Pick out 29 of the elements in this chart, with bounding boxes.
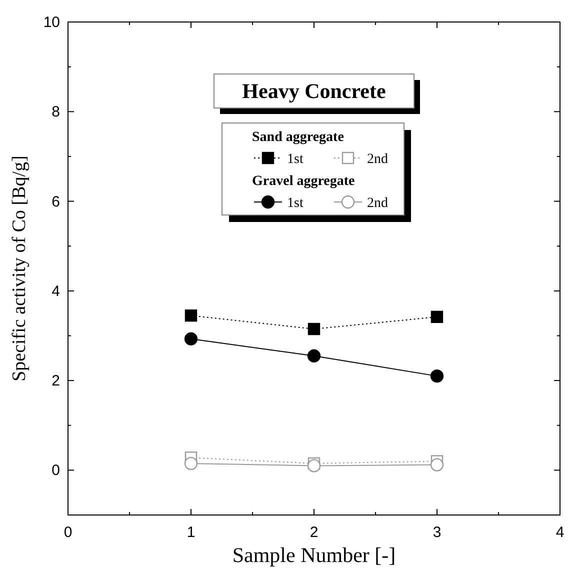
point (430, 458, 444, 472)
point (307, 459, 321, 472)
x-tick-label: 4 (556, 524, 564, 541)
x-tick-label: 3 (432, 524, 442, 541)
point (184, 332, 198, 346)
x-tick-label: 2 (310, 524, 318, 541)
y-tick-label: 0 (52, 462, 60, 480)
annotation: Sand aggregate (252, 130, 344, 145)
point (184, 309, 198, 322)
annotation: Gravel aggregate (252, 174, 355, 189)
point (308, 322, 320, 336)
y-tick-label: 6 (52, 193, 60, 210)
legend-label: 2nd (367, 152, 388, 167)
legend-label: 2nd (367, 196, 388, 211)
y-axis-title: Specific activity of Co [Bq/g] (9, 156, 30, 382)
point (307, 349, 321, 362)
point (430, 369, 444, 383)
legend-label: 1st (287, 196, 304, 211)
y-tick-label: 4 (52, 282, 60, 300)
x-axis-title: Sample Number [-] (232, 543, 396, 567)
x-tick-label: 0 (64, 524, 72, 541)
point (430, 310, 444, 324)
y-tick-label: 2 (52, 372, 60, 390)
legend-label: 1st (287, 152, 304, 167)
point (184, 456, 198, 470)
x-tick-label: 1 (186, 524, 196, 541)
y-tick-label: 8 (52, 104, 60, 121)
y-tick-label: 10 (43, 14, 60, 31)
text: Heavy Concrete (242, 79, 386, 103)
